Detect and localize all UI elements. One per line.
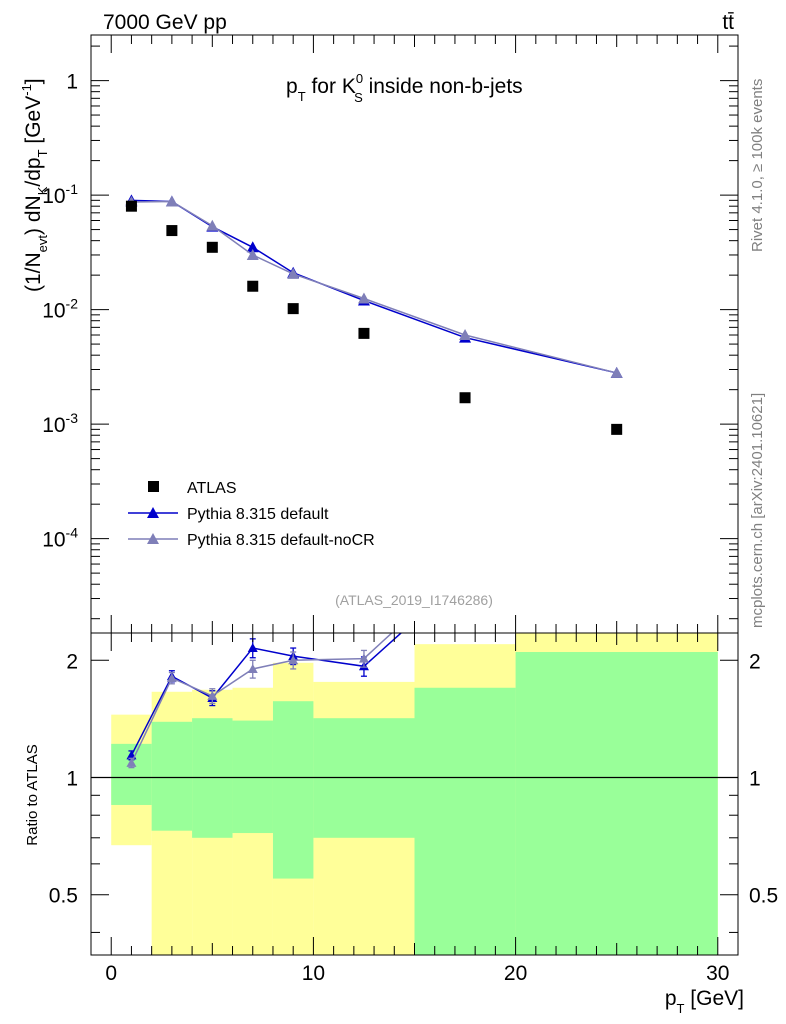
legend-atlas-marker [148,481,159,492]
y-tick-label: 10-4 [42,525,78,552]
inner-band [151,721,193,831]
legend-nocr-label: Pythia 8.315 default-noCR [187,532,375,549]
ratio-y-tick-label: 1 [66,767,78,790]
header-right: tt̄ [722,11,734,34]
main-panel: 1 10-1 10-2 10-3 10-4 pT for K0 S inside non-… [19,34,739,634]
ratio-series [126,561,470,769]
data-point-square [611,423,623,435]
rivet-label: Rivet 4.1.0, ≥ 100k events [749,79,766,252]
x-tick-label: 30 [706,962,729,985]
ratio-point [166,673,177,683]
mcplots-label: mcplots.cern.ch [arXiv:2401.10621] [749,393,766,628]
data-point-triangle [246,248,259,260]
data-point-square [125,200,137,212]
data-point-triangle [246,241,259,253]
analysis-watermark: (ATLAS_2019_I1746286) [335,592,493,608]
ratio-y-tick-label-right: 1 [749,767,761,790]
inner-band [232,720,273,834]
legend-default-label: Pythia 8.315 default [187,506,329,523]
inner-band [414,687,516,955]
data-point-triangle [165,195,178,207]
data-point-square [166,225,178,237]
inner-band [515,652,718,955]
main-series [125,194,623,435]
data-point-square [287,303,299,315]
ratio-point [460,571,470,580]
ratio-y-tick-label: 0.5 [49,885,78,908]
legend-atlas-label: ATLAS [187,480,237,497]
data-point-square [206,241,218,253]
ratio-y-tick-label-right: 0.5 [749,885,778,908]
main-y-axis-label: (1/Nevt) dNK/dpT [GeV-1] [19,78,50,292]
y-tick-label: 10-1 [42,181,78,208]
series-line [131,199,617,374]
x-tick-label: 10 [302,962,325,985]
ratio-y-tick-label: 2 [66,650,78,673]
data-point-triangle [357,292,370,304]
ratio-point [247,663,258,673]
x-tick-label: 20 [504,962,527,985]
data-point-triangle [206,219,219,231]
ratio-point [126,757,137,767]
ratio-axis-ticks: 0.5 0.51 12 20 10 20 30 [49,633,778,985]
inner-band [272,701,314,879]
legend: ATLAS Pythia 8.315 default Pythia 8.315 … [128,480,375,549]
ratio-y-axis-label: Ratio to ATLAS [24,744,41,845]
ratio-point [207,690,218,700]
y-tick-label: 10-3 [42,410,78,437]
main-title: pT for K0 S inside non-b-jets [286,71,523,105]
data-point-triangle [610,366,623,378]
series-line [131,200,617,374]
x-axis-label: pT [GeV] [665,987,744,1016]
data-point-square [358,327,370,339]
ratio-panel: 0.5 0.51 12 20 10 20 30 Ratio to ATLAS pT [GeV… [24,561,778,1016]
uncertainty-bands [111,633,718,955]
data-point-square [247,280,259,292]
ratio-point [247,643,258,653]
ratio-frame [90,632,739,956]
ratio-y-tick-label-right: 2 [749,650,761,673]
ratio-point [460,561,470,570]
x-tick-label: 0 [105,962,117,985]
y-tick-label: 1 [66,71,78,94]
main-axis-ticks: 1 10-1 10-2 10-3 10-4 [42,35,738,633]
legend-default-marker [147,507,159,518]
data-point-triangle [287,267,300,279]
legend-nocr-marker [147,533,159,544]
ratio-point [358,653,369,663]
y-tick-label: 10-2 [42,296,78,323]
data-point-triangle [459,329,472,341]
data-point-square [459,392,471,404]
ratio-point [288,655,299,665]
header-left: 7000 GeV pp [103,11,227,34]
